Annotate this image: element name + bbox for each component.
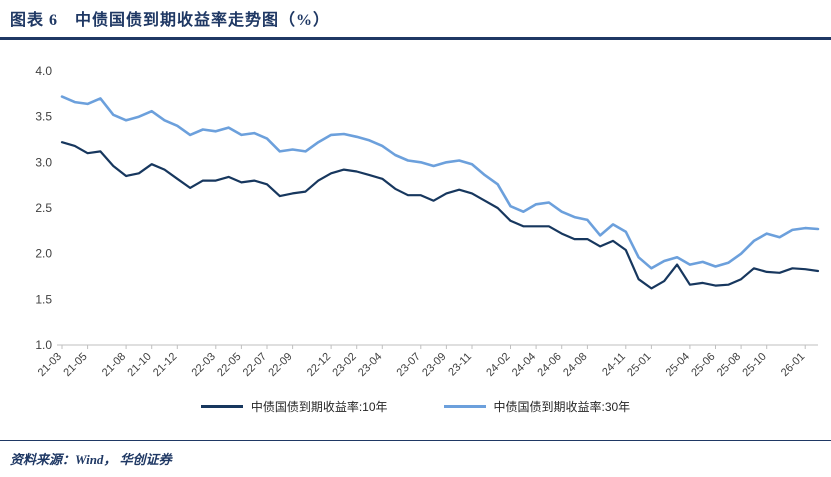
- title-divider: [0, 37, 831, 40]
- source-note: 资料来源：Wind， 华创证券: [10, 452, 172, 467]
- x-tick-label: 25-01: [625, 351, 653, 379]
- footer-divider: [0, 440, 831, 441]
- x-tick-label: 21-05: [61, 351, 89, 379]
- y-tick-label: 3.5: [35, 110, 52, 124]
- x-tick-label: 21-10: [125, 351, 153, 379]
- x-tick-label: 22-03: [190, 351, 218, 379]
- x-tick-label: 23-02: [330, 351, 358, 379]
- x-tick-label: 22-09: [266, 351, 294, 379]
- figure-title: 图表 6 中债国债到期收益率走势图（%）: [10, 12, 331, 29]
- x-tick-label: 25-08: [715, 351, 743, 379]
- chart-legend: 中债国债到期收益率:10年 中债国债到期收益率:30年: [0, 397, 831, 415]
- x-tick-label: 23-07: [395, 351, 423, 379]
- y-tick-label: 2.5: [35, 201, 52, 215]
- x-tick-label: 25-06: [689, 351, 717, 379]
- x-tick-label: 23-04: [356, 351, 384, 379]
- legend-item-30y: 中债国债到期收益率:30年: [443, 398, 631, 415]
- x-tick-label: 21-08: [100, 351, 128, 379]
- y-tick-label: 3.0: [35, 155, 52, 169]
- series-line-10y: [60, 141, 820, 290]
- x-tick-label: 24-04: [510, 351, 538, 379]
- x-tick-label: 23-11: [446, 351, 474, 379]
- x-tick-label: 25-10: [740, 351, 768, 379]
- x-tick-label: 22-05: [215, 351, 243, 379]
- legend-label-30y: 中债国债到期收益率:30年: [493, 399, 631, 414]
- y-tick-label: 1.0: [35, 338, 52, 352]
- legend-item-10y: 中债国债到期收益率:10年: [200, 398, 388, 415]
- legend-label-10y: 中债国债到期收益率:10年: [250, 399, 388, 414]
- legend-line-10y-swatch: [200, 404, 243, 408]
- x-tick-label: 22-12: [305, 351, 333, 379]
- x-tick-label: 22-07: [241, 351, 269, 379]
- y-tick-label: 2.0: [35, 247, 52, 261]
- x-tick-label: 24-11: [600, 351, 628, 379]
- x-tick-label: 24-02: [484, 351, 512, 379]
- x-tick-label: 25-04: [664, 351, 692, 379]
- legend-line-30y-swatch: [443, 404, 486, 408]
- x-tick-label: 26-01: [779, 351, 807, 379]
- y-tick-label: 1.5: [35, 292, 52, 306]
- x-tick-label: 24-08: [561, 351, 589, 379]
- x-tick-label: 21-03: [36, 351, 64, 379]
- y-tick-label: 4.0: [35, 64, 52, 78]
- series-line-30y: [60, 95, 820, 270]
- x-tick-label: 21-12: [151, 351, 179, 379]
- x-tick-label: 23-09: [420, 351, 448, 379]
- x-tick-label: 24-06: [535, 351, 563, 379]
